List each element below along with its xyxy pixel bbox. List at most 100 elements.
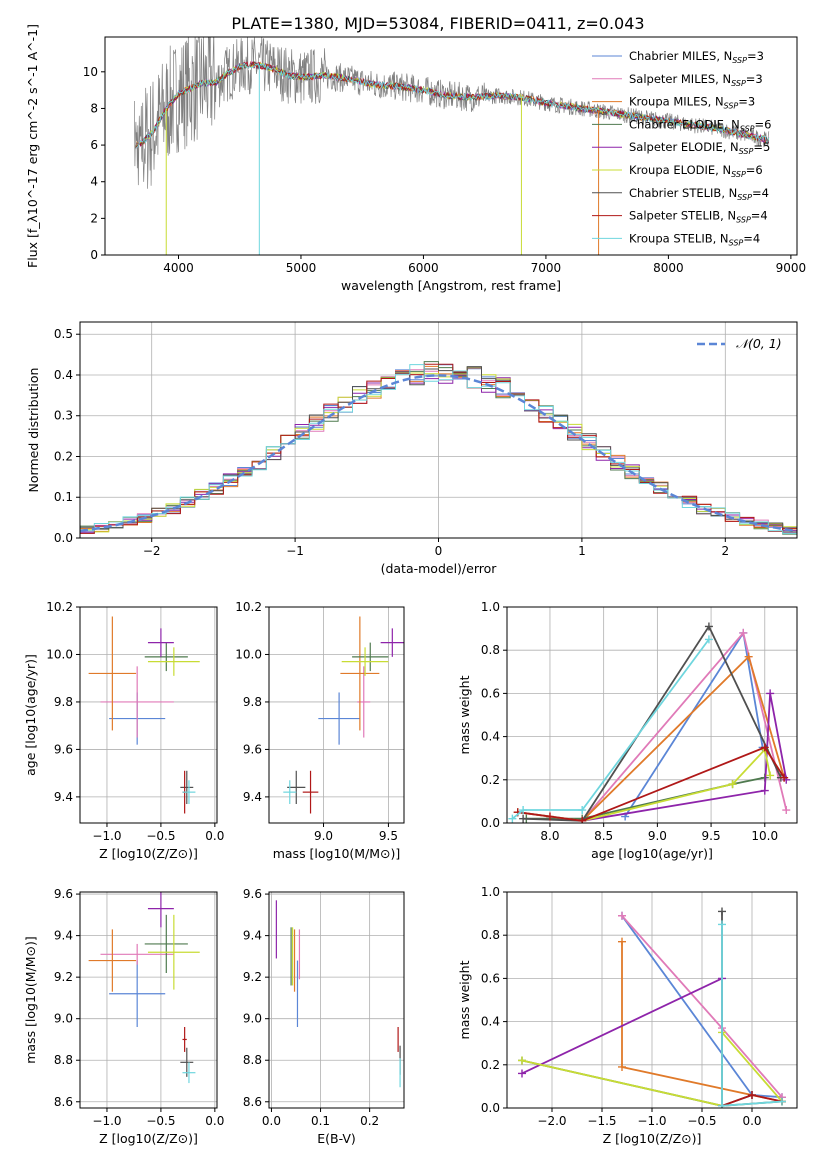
legend-entry-kroupa_elodie: Kroupa ELODIE, NSSP=6 xyxy=(629,163,763,179)
y-tick-label: 0.2 xyxy=(54,449,73,463)
legend-subscript: SSP xyxy=(739,147,754,156)
y-axis-label: Normed distribution xyxy=(26,368,41,493)
massweight-vs-age-panel: 8.0 8.5 9.0 9.5 10.0 0.0 0.2 0.4 0.6 0.8 1.0 age [l… xyxy=(457,600,798,861)
legend-subscript: SSP xyxy=(736,216,751,225)
series-marker-salpeter_elodie xyxy=(518,1069,526,1078)
x-axis-label: (data-model)/error xyxy=(381,561,498,576)
series-marker-salpeter_stelib xyxy=(545,812,554,821)
x-tick-label: 0.0 xyxy=(742,1114,761,1128)
x-tick-label: −1.0 xyxy=(92,829,121,843)
age-vs-mass-panel: 9.0 9.5 9.4 9.6 9.8 10.0 10.2 mass [log10(M/M⊙)… xyxy=(235,600,405,861)
x-tick-label: 0.0 xyxy=(205,1114,224,1128)
y-tick-label: 8.6 xyxy=(54,1095,73,1109)
y-axis-label: mass weight xyxy=(457,675,472,754)
x-tick-label: 8000 xyxy=(653,261,684,275)
legend-label: Kroupa ELODIE, N xyxy=(629,163,731,177)
y-tick-label: 0 xyxy=(90,248,98,262)
y-tick-label: 8.8 xyxy=(243,1053,262,1067)
errorbar-point-chabrier_elodie xyxy=(144,914,188,973)
x-tick-label: 9.0 xyxy=(314,829,333,843)
x-tick-label: 8.5 xyxy=(594,829,613,843)
x-tick-label: −1.0 xyxy=(92,1114,121,1128)
errorbar-point-salpeter_elodie xyxy=(147,892,174,928)
plot-frame xyxy=(268,891,405,1109)
y-tick-label: 0.3 xyxy=(54,409,73,423)
x-tick-label: 0.0 xyxy=(262,1114,281,1128)
y-tick-label: 0.6 xyxy=(481,686,500,700)
y-axis-label: Flux [f_λ10^-17 erg cm^-2 s^-1 A^-1] xyxy=(25,24,40,268)
errorbar-point-salpeter_elodie xyxy=(147,628,174,657)
series-marker-kroupa_stelib xyxy=(778,1097,786,1106)
errorbar-point-salpeter_miles xyxy=(100,943,174,965)
y-tick-label: 0.0 xyxy=(481,816,500,830)
legend-label: Salpeter MILES, N xyxy=(629,72,731,86)
errorbar-point-kroupa_miles xyxy=(88,616,137,731)
x-tick-label: −0.5 xyxy=(146,829,175,843)
y-tick-label: 10 xyxy=(83,65,98,79)
y-tick-label: 4 xyxy=(90,175,98,189)
legend-label: Salpeter ELODIE, N xyxy=(629,140,739,154)
y-tick-label: 0.1 xyxy=(54,490,73,504)
legend-label: Chabrier STELIB, N xyxy=(629,186,737,200)
y-axis-label: mass weight xyxy=(457,960,472,1039)
y-tick-label: 0.2 xyxy=(481,1058,500,1072)
legend-subscript: SSP xyxy=(724,102,739,111)
series-marker-salpeter_stelib xyxy=(748,1091,756,1100)
errorbar-point-kroupa_miles xyxy=(340,616,380,731)
x-tick-label: −1 xyxy=(286,544,304,558)
series-marker-kroupa_elodie xyxy=(728,780,737,789)
errorbar-point-chabrier_miles xyxy=(318,692,360,745)
histogram-kroupa_stelib xyxy=(80,364,797,537)
legend-suffix: =3 xyxy=(738,95,755,109)
legend-suffix: =3 xyxy=(747,49,764,63)
y-tick-label: 9.6 xyxy=(243,887,262,901)
x-tick-label: 9.5 xyxy=(379,829,398,843)
y-tick-label: 6 xyxy=(90,138,98,152)
residuals-panel: −2 −1 0 1 2 0.0 0.1 0.2 0.3 0.4 0.5 (data-model)/er… xyxy=(26,321,798,576)
y-tick-label: 9.2 xyxy=(243,970,262,984)
x-tick-label: 0.1 xyxy=(311,1114,330,1128)
series-line-chabrier_stelib xyxy=(721,911,753,1108)
age-vs-Z-points xyxy=(88,616,200,814)
age-vs-Z-panel: −1.0 −0.5 0.0 9.4 9.6 9.8 10.0 10.2 Z [log10(Z/Z… xyxy=(23,600,224,861)
y-tick-label: 9.6 xyxy=(243,742,262,756)
series-marker-salpeter_miles xyxy=(739,628,748,637)
x-tick-label: 0 xyxy=(435,544,443,558)
series-marker-kroupa_elodie xyxy=(518,1056,526,1065)
x-tick-label: 6000 xyxy=(408,261,439,275)
y-tick-label: 0.4 xyxy=(54,368,73,382)
series-marker-chabrier_stelib xyxy=(704,622,713,631)
legend-label: Kroupa STELIB, N xyxy=(629,231,729,245)
x-tick-label: 8.0 xyxy=(540,829,559,843)
y-tick-label: 9.4 xyxy=(54,929,73,943)
errorbar-point-chabrier_stelib xyxy=(180,1047,194,1077)
legend-subscript: SSP xyxy=(731,170,746,179)
errorbar-point-chabrier_elodie xyxy=(144,642,188,672)
spectrum-lines xyxy=(134,37,770,255)
x-tick-label: 4000 xyxy=(163,261,194,275)
y-tick-label: 9.4 xyxy=(54,790,73,804)
legend-subscript: SSP xyxy=(737,193,752,202)
series-marker-kroupa_stelib xyxy=(519,806,528,815)
series-line-kroupa_stelib xyxy=(511,638,710,820)
x-axis-label: E(B-V) xyxy=(317,1131,356,1146)
x-axis-label: Z [log10(Z/Z⊙)] xyxy=(99,1131,198,1146)
mass-vs-ebv-points xyxy=(275,900,401,1088)
plot-frame xyxy=(79,606,218,824)
x-tick-label: −0.5 xyxy=(146,1114,175,1128)
plot-frame xyxy=(268,606,405,824)
series-marker-kroupa_stelib xyxy=(508,814,517,823)
legend-subscript: SSP xyxy=(731,79,746,88)
series-marker-kroupa_miles xyxy=(618,937,626,946)
y-tick-label: 10.2 xyxy=(46,600,73,614)
y-tick-label: 9.8 xyxy=(243,695,262,709)
histogram-salpeter_stelib xyxy=(80,363,797,537)
plot-frame xyxy=(104,36,798,256)
x-axis-label: age [log10(age/yr)] xyxy=(591,846,713,861)
series-marker-kroupa_elodie xyxy=(766,771,775,780)
series-marker-kroupa_stelib xyxy=(704,635,713,644)
x-tick-label: 9.0 xyxy=(648,829,667,843)
